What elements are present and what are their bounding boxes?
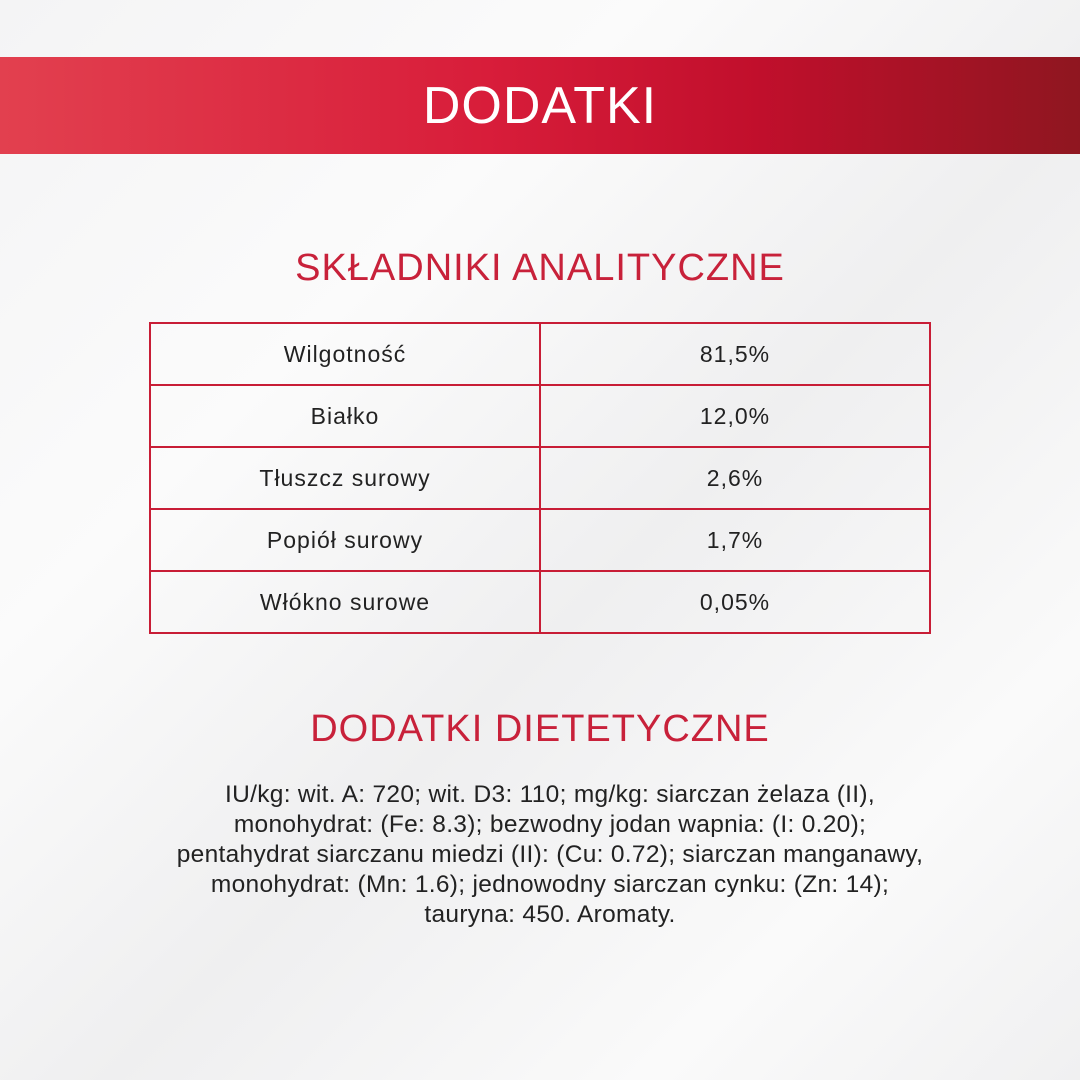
table-row: Włókno surowe 0,05% [149,570,931,634]
cell-name: Włókno surowe [149,570,541,634]
cell-value: 2,6% [539,446,931,510]
cell-value: 0,05% [539,570,931,634]
cell-name: Tłuszcz surowy [149,446,541,510]
title-banner: DODATKI [0,57,1080,154]
cell-name: Białko [149,384,541,448]
cell-name: Wilgotność [149,322,541,386]
table-row: Białko 12,0% [149,384,931,448]
analytical-table: Wilgotność 81,5% Białko 12,0% Tłuszcz surowy… [149,322,931,634]
cell-value: 81,5% [539,322,931,386]
table-row: Popiół surowy 1,7% [149,508,931,572]
dietary-heading: DODATKI DIETETYCZNE [310,708,770,750]
dietary-text: IU/kg: wit. A: 720; wit. D3: 110; mg/kg:… [176,781,924,928]
analytical-heading: SKŁADNIKI ANALITYCZNE [295,247,785,289]
table-row: Tłuszcz surowy 2,6% [149,446,931,510]
page-title: DODATKI [422,76,658,135]
cell-value: 1,7% [539,508,931,572]
cell-name: Popiół surowy [149,508,541,572]
table-row: Wilgotność 81,5% [149,322,931,386]
cell-value: 12,0% [539,384,931,448]
